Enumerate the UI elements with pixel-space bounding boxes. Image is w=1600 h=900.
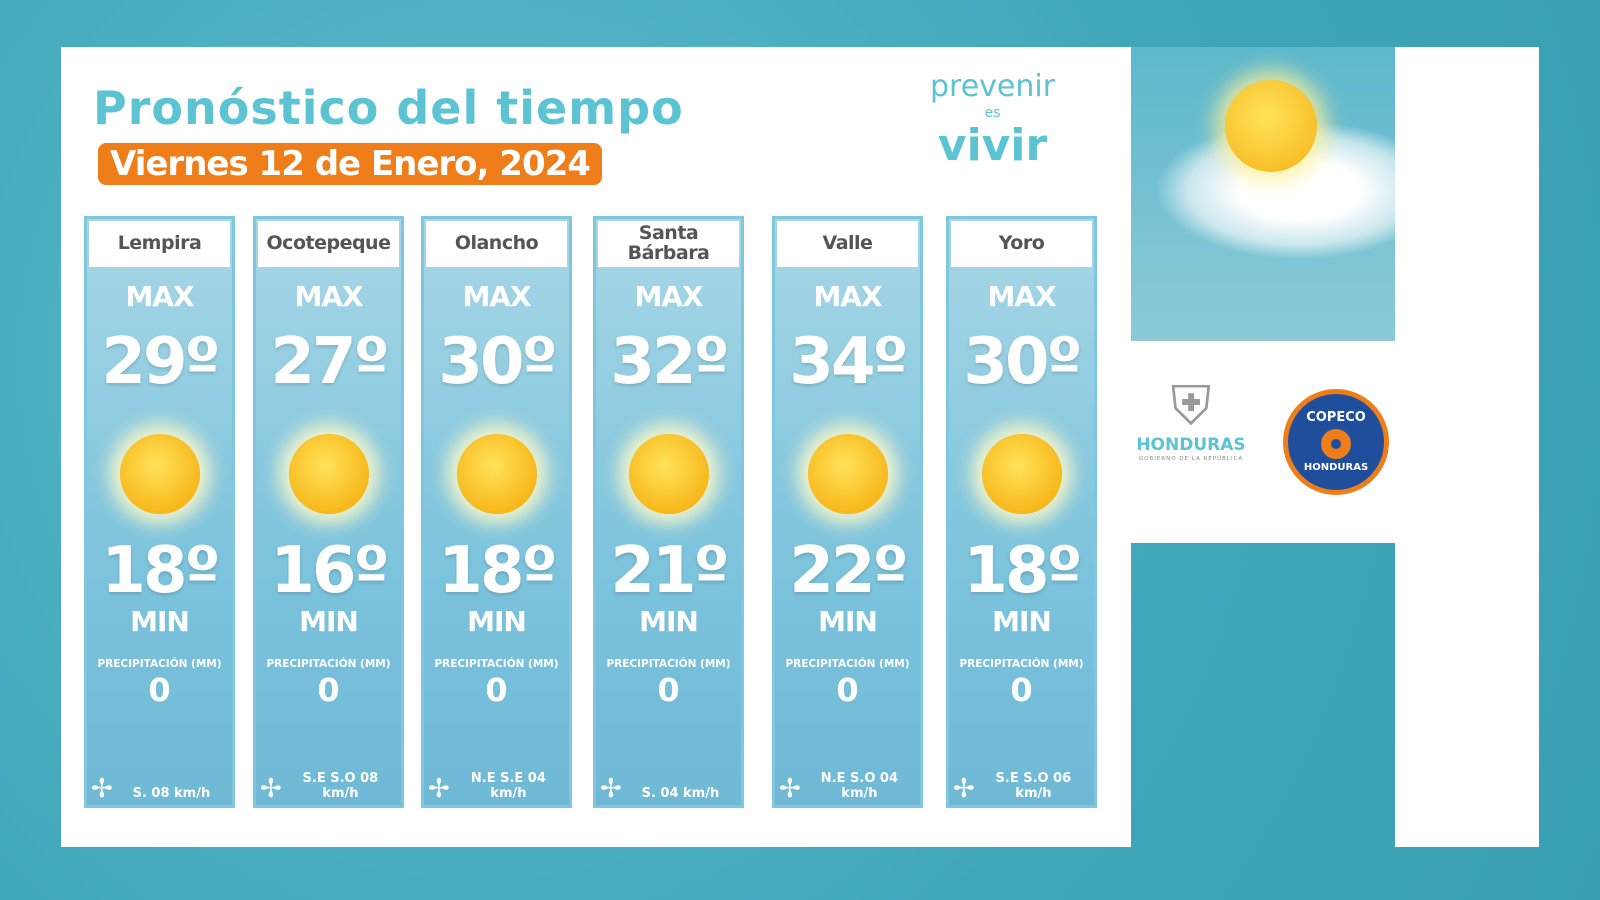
- copeco-bottom: HONDURAS: [1303, 461, 1369, 473]
- city-name: Santa Bárbara: [598, 221, 739, 267]
- max-temp: 29º: [101, 325, 220, 400]
- pinwheel-wind-icon: ✢: [260, 774, 282, 804]
- precip-label: PRECIPITACIÓN (MM): [959, 658, 1084, 671]
- min-label: MIN: [130, 604, 190, 638]
- wind-info: ✢ S.E S.O 08 km/h: [260, 771, 397, 804]
- precip-value: 0: [1010, 670, 1033, 709]
- city-name: Yoro: [951, 221, 1092, 267]
- forecast-card: Valle MAX 34º 22º MIN PRECIPITACIÓN (MM)…: [772, 216, 923, 808]
- pinwheel-wind-icon: ✢: [779, 774, 801, 804]
- max-temp: 32º: [610, 325, 729, 400]
- min-temp: 21º: [610, 533, 729, 608]
- white-column: [1395, 47, 1539, 847]
- pinwheel-wind-icon: ✢: [428, 774, 450, 804]
- min-label: MIN: [639, 604, 699, 638]
- sun-icon: [981, 433, 1062, 514]
- wind-text: S.E S.O 06 km/h: [995, 771, 1072, 802]
- wind-text: N.E S.E 04 km/h: [470, 771, 546, 802]
- min-label: MIN: [992, 604, 1052, 638]
- copeco-top: COPECO: [1306, 410, 1366, 426]
- sun-icon: [807, 433, 888, 514]
- precip-label: PRECIPITACIÓN (MM): [434, 658, 559, 671]
- wind-text: N.E S.O 04 km/h: [820, 771, 898, 802]
- sun-icon: [456, 433, 537, 514]
- precip-value: 0: [836, 670, 859, 709]
- prevenir-es-vivir-logo: prevenir es vivir: [930, 69, 1056, 172]
- forecast-card: Olancho MAX 30º 18º MIN PRECIPITACIÓN (M…: [421, 216, 572, 808]
- max-label: MAX: [987, 280, 1056, 313]
- max-temp: 30º: [963, 325, 1082, 400]
- wind-info: ✢ S. 08 km/h: [91, 776, 228, 802]
- forecast-card: Yoro MAX 30º 18º MIN PRECIPITACIÓN (MM) …: [946, 216, 1097, 808]
- precip-value: 0: [657, 670, 680, 709]
- city-name: Olancho: [426, 221, 567, 267]
- max-temp: 27º: [270, 325, 389, 400]
- forecast-card: Santa Bárbara MAX 32º 21º MIN PRECIPITAC…: [593, 216, 744, 808]
- min-temp: 22º: [789, 533, 908, 608]
- date-badge: Viernes 12 de Enero, 2024: [98, 143, 602, 185]
- max-temp: 30º: [438, 325, 557, 400]
- min-label: MIN: [299, 604, 359, 638]
- forecast-card: Ocotepeque MAX 27º 16º MIN PRECIPITACIÓN…: [253, 216, 404, 808]
- precip-label: PRECIPITACIÓN (MM): [266, 658, 391, 671]
- pinwheel-wind-icon: ✢: [953, 774, 975, 804]
- wind-text: S. 08 km/h: [132, 786, 211, 802]
- brand-line3: vivir: [937, 120, 1048, 172]
- min-temp: 16º: [270, 533, 389, 608]
- city-name: Lempira: [89, 221, 230, 267]
- precip-label: PRECIPITACIÓN (MM): [606, 658, 731, 671]
- precip-label: PRECIPITACIÓN (MM): [97, 658, 222, 671]
- wind-info: ✢ N.E S.O 04 km/h: [779, 771, 916, 804]
- pinwheel-wind-icon: ✢: [91, 774, 113, 804]
- brand-line2: es: [984, 104, 1001, 121]
- page-title: Pronóstico del tiempo: [93, 81, 684, 135]
- coat-of-arms-icon: ⛨: [1170, 374, 1212, 437]
- wind-text: S. 04 km/h: [641, 786, 720, 802]
- precip-value: 0: [485, 670, 508, 709]
- max-label: MAX: [634, 280, 703, 313]
- min-temp: 18º: [101, 533, 220, 608]
- honduras-sublabel: GOBIERNO DE LA REPÚBLICA: [1138, 455, 1244, 462]
- city-name: Valle: [777, 221, 918, 267]
- wind-text: S.E S.O 08 km/h: [302, 771, 379, 802]
- pinwheel-wind-icon: ✢: [600, 774, 622, 804]
- max-label: MAX: [294, 280, 363, 313]
- precip-value: 0: [148, 670, 171, 709]
- brand-line1: prevenir: [930, 69, 1056, 104]
- precip-value: 0: [317, 670, 340, 709]
- wind-info: ✢ N.E S.E 04 km/h: [428, 771, 565, 804]
- min-temp: 18º: [963, 533, 1082, 608]
- min-label: MIN: [467, 604, 527, 638]
- sun-icon: [288, 433, 369, 514]
- forecast-card: Lempira MAX 29º 18º MIN PRECIPITACIÓN (M…: [84, 216, 235, 808]
- copeco-diamond-icon: [1321, 428, 1351, 459]
- max-label: MAX: [125, 280, 194, 313]
- max-label: MAX: [813, 280, 882, 313]
- sun-icon: [119, 433, 200, 514]
- wind-info: ✢ S.E S.O 06 km/h: [953, 771, 1090, 804]
- max-temp: 34º: [789, 325, 908, 400]
- honduras-label: HONDURAS: [1136, 435, 1246, 456]
- copeco-logo: COPECO HONDURAS: [1283, 389, 1389, 495]
- honduras-government-logo: ⛨ HONDURAS GOBIERNO DE LA REPÚBLICA: [1131, 376, 1251, 463]
- wind-info: ✢ S. 04 km/h: [600, 776, 737, 802]
- city-name: Ocotepeque: [258, 221, 399, 267]
- min-temp: 18º: [438, 533, 557, 608]
- min-label: MIN: [818, 604, 878, 638]
- sun-icon: [628, 433, 709, 514]
- max-label: MAX: [462, 280, 531, 313]
- sun-icon: [1225, 80, 1317, 172]
- precip-label: PRECIPITACIÓN (MM): [785, 658, 910, 671]
